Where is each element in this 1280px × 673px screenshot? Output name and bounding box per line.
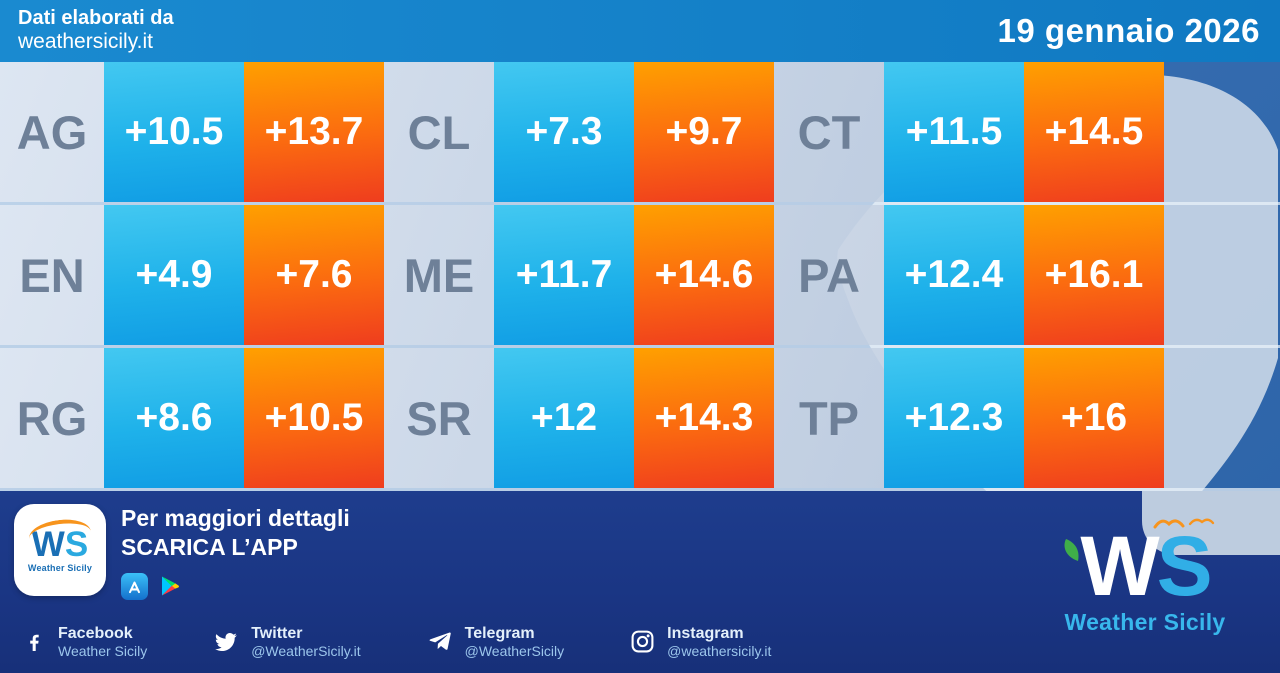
- table-row-cells: RG +8.6 +10.5 SR +12 +14.3 TP +12.3 +16: [0, 348, 1164, 488]
- max-temperature-cell: +9.7: [634, 62, 774, 202]
- max-temperature-cell: +13.7: [244, 62, 384, 202]
- source-line2: weathersicily.it: [18, 30, 153, 54]
- province-code: PA: [798, 248, 860, 302]
- min-temperature-cell: +11.7: [494, 205, 634, 345]
- min-temperature: +8.6: [135, 396, 213, 439]
- max-temperature: +13.7: [264, 110, 364, 153]
- social-texts: Facebook Weather Sicily: [58, 625, 147, 659]
- app-store-icon[interactable]: [121, 572, 148, 605]
- temperature-table: AG +10.5 +13.7 CL +7.3 +9.7 CT +11.5 +14…: [0, 62, 1280, 491]
- max-temperature: +14.5: [1044, 110, 1144, 153]
- max-temperature: +16: [1060, 396, 1128, 439]
- province-code: ME: [403, 248, 475, 302]
- province-code: AG: [16, 105, 88, 159]
- birds-icon: [1153, 518, 1214, 529]
- google-play-icon[interactable]: [158, 574, 182, 603]
- province-code: SR: [406, 391, 472, 445]
- app-promo: Per maggiori dettagli SCARICA L’APP: [121, 504, 350, 605]
- min-temperature: +10.5: [124, 110, 224, 153]
- province-code: EN: [19, 248, 85, 302]
- max-temperature-cell: +14.6: [634, 205, 774, 345]
- min-temperature: +12.4: [904, 253, 1004, 296]
- telegram-icon: [429, 632, 451, 650]
- province-code: TP: [798, 391, 860, 445]
- max-temperature: +9.7: [665, 110, 743, 153]
- app-logo-name: Weather Sicily: [27, 563, 93, 573]
- max-temperature: +14.3: [654, 396, 754, 439]
- social-handle: @WeatherSicily: [464, 643, 565, 660]
- promo-line1: Per maggiori dettagli: [121, 505, 350, 531]
- social-texts: Telegram @WeatherSicily: [465, 625, 565, 659]
- app-logo-s: S: [64, 525, 89, 564]
- social-handle: @WeatherSicily.it: [251, 643, 361, 660]
- source-line1: Dati elaborati da: [18, 7, 174, 30]
- weather-sicily-app-logo: WS Weather Sicily: [14, 504, 106, 596]
- min-temperature: +11.5: [905, 110, 1003, 153]
- min-temperature-cell: +7.3: [494, 62, 634, 202]
- big-logo-w: W: [1080, 519, 1159, 613]
- social-link-facebook[interactable]: Facebook Weather Sicily: [22, 625, 147, 659]
- twitter-icon: [215, 632, 238, 651]
- big-logo-ws: WS: [1064, 518, 1214, 608]
- promo-line2: SCARICA L’APP: [121, 533, 298, 560]
- social-texts: Instagram @weathersicily.it: [667, 625, 771, 659]
- social-texts: Twitter @WeatherSicily.it: [251, 625, 360, 659]
- min-temperature-cell: +10.5: [104, 62, 244, 202]
- big-logo-name: Weather Sicily: [1064, 608, 1226, 635]
- province-code: CL: [407, 105, 471, 159]
- min-temperature-cell: +4.9: [104, 205, 244, 345]
- social-link-telegram[interactable]: Telegram @WeatherSicily: [427, 625, 565, 659]
- min-temperature-cell: +12.4: [884, 205, 1024, 345]
- social-handle: Weather Sicily: [58, 643, 148, 660]
- max-temperature-cell: +7.6: [244, 205, 384, 345]
- social-name: Instagram: [667, 624, 744, 642]
- social-name: Twitter: [251, 624, 303, 642]
- min-temperature: +12: [530, 396, 598, 439]
- social-link-twitter[interactable]: Twitter @WeatherSicily.it: [213, 625, 361, 659]
- min-temperature: +12.3: [904, 396, 1004, 439]
- table-row: EN +4.9 +7.6 ME +11.7 +14.6 PA +12.4 +16…: [0, 205, 1280, 348]
- max-temperature: +7.6: [275, 253, 353, 296]
- social-name: Facebook: [58, 624, 133, 642]
- min-temperature: +11.7: [515, 253, 613, 296]
- min-temperature-cell: +11.5: [884, 62, 1024, 202]
- max-temperature-cell: +10.5: [244, 348, 384, 488]
- leaf-icon: [1064, 539, 1079, 561]
- max-temperature-cell: +16.1: [1024, 205, 1164, 345]
- instagram-icon: [631, 631, 654, 653]
- table-row-cells: AG +10.5 +13.7 CL +7.3 +9.7 CT +11.5 +14…: [0, 62, 1164, 202]
- min-temperature-cell: +12.3: [884, 348, 1024, 488]
- data-source: Dati elaborati da weathersicily.it: [18, 7, 174, 54]
- max-temperature: +14.6: [654, 253, 754, 296]
- max-temperature-cell: +14.3: [634, 348, 774, 488]
- store-badges: [121, 572, 350, 605]
- social-handle: @weathersicily.it: [667, 643, 772, 660]
- min-temperature-cell: +12: [494, 348, 634, 488]
- app-logo-w: W: [31, 525, 65, 564]
- min-temperature-cell: +8.6: [104, 348, 244, 488]
- footer: WS Weather Sicily Per maggiori dettagli …: [0, 491, 1280, 673]
- max-temperature-cell: +14.5: [1024, 62, 1164, 202]
- min-temperature: +4.9: [135, 253, 213, 296]
- province-code: RG: [16, 391, 88, 445]
- social-links: Facebook Weather Sicily Twitter @Weather…: [0, 611, 822, 673]
- top-bar: Dati elaborati da weathersicily.it 19 ge…: [0, 0, 1280, 62]
- max-temperature: +10.5: [264, 396, 364, 439]
- facebook-icon: [30, 634, 39, 651]
- table-row: RG +8.6 +10.5 SR +12 +14.3 TP +12.3 +16: [0, 348, 1280, 491]
- table-row: AG +10.5 +13.7 CL +7.3 +9.7 CT +11.5 +14…: [0, 62, 1280, 205]
- weather-sicily-big-logo: WS Weather Sicily: [1024, 518, 1266, 636]
- social-link-instagram[interactable]: Instagram @weathersicily.it: [630, 625, 771, 659]
- max-temperature: +16.1: [1044, 253, 1144, 296]
- social-name: Telegram: [464, 624, 535, 642]
- big-logo-s: S: [1156, 519, 1213, 613]
- max-temperature-cell: +16: [1024, 348, 1164, 488]
- province-code: CT: [797, 105, 861, 159]
- table-row-cells: EN +4.9 +7.6 ME +11.7 +14.6 PA +12.4 +16…: [0, 205, 1164, 345]
- min-temperature: +7.3: [525, 110, 603, 153]
- app-logo-ws: WS: [32, 527, 88, 562]
- date-label: 19 gennaio 2026: [997, 12, 1260, 49]
